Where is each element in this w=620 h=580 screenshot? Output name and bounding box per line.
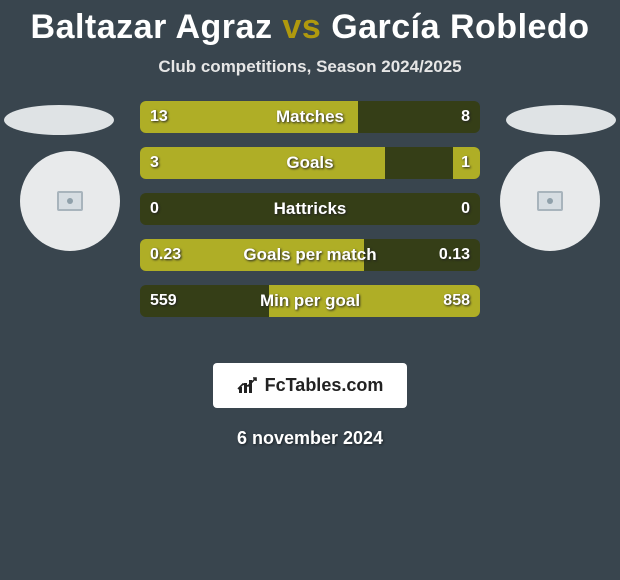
stat-row: 0 0Hattricks (140, 193, 480, 225)
title-player2: García Robledo (331, 8, 589, 46)
stat-fill-right (453, 147, 480, 179)
source-badge: FcTables.com (213, 363, 408, 408)
title-vs: vs (282, 8, 321, 46)
title-player1: Baltazar Agraz (31, 8, 273, 46)
source-badge-text: FcTables.com (265, 375, 384, 396)
stat-value-left: 0 (150, 193, 159, 225)
stats-layout: 138Matches 31Goals 0 0Hattricks 0.230.13Goal… (0, 101, 620, 351)
decor-ellipse-right (506, 105, 616, 135)
stat-value-right: 8 (461, 101, 470, 133)
stat-fill-left (140, 239, 364, 271)
player1-avatar (20, 151, 120, 251)
image-placeholder-icon (537, 191, 563, 211)
stat-row: 138Matches (140, 101, 480, 133)
stat-value-right: 0 (461, 193, 470, 225)
stat-value-left: 559 (150, 285, 177, 317)
stat-row: 0.230.13Goals per match (140, 239, 480, 271)
stat-label: Hattricks (140, 193, 480, 225)
stat-fill-left (140, 147, 385, 179)
stat-row: 559858Min per goal (140, 285, 480, 317)
chart-icon (237, 377, 259, 395)
stat-fill-left (140, 101, 358, 133)
date-text: 6 november 2024 (0, 428, 620, 449)
page-title: Baltazar Agraz vs García Robledo (0, 0, 620, 47)
image-placeholder-icon (57, 191, 83, 211)
subtitle: Club competitions, Season 2024/2025 (0, 57, 620, 77)
stat-fill-right (269, 285, 480, 317)
decor-ellipse-left (4, 105, 114, 135)
player2-avatar (500, 151, 600, 251)
stat-value-right: 0.13 (439, 239, 470, 271)
comparison-widget: Baltazar Agraz vs García Robledo Club co… (0, 0, 620, 449)
stat-row: 31Goals (140, 147, 480, 179)
stat-bars: 138Matches 31Goals 0 0Hattricks 0.230.13Goal… (140, 101, 480, 331)
